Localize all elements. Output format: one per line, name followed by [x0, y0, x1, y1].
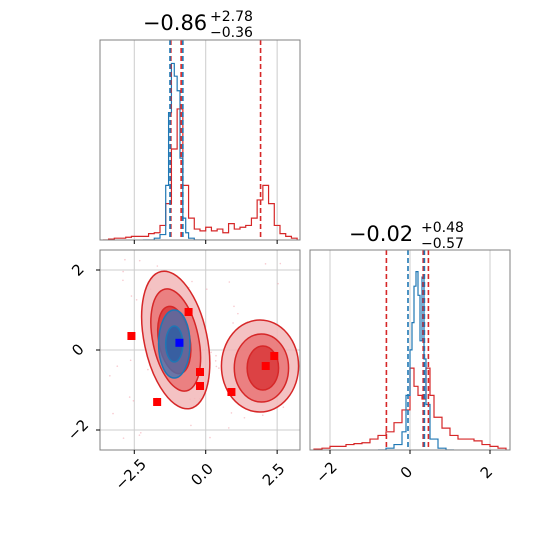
joint-plot-area — [100, 250, 300, 450]
joint-sample-dot — [191, 280, 193, 283]
param2-xtick-label-2: 2 — [477, 463, 496, 482]
joint-sample-dot — [129, 359, 132, 362]
joint-sample-dot — [282, 406, 285, 408]
joint-sample-dot — [209, 436, 211, 439]
joint-sample-dot — [264, 263, 267, 265]
joint-sample-dot — [116, 365, 119, 367]
joint-sample-dot — [128, 396, 131, 398]
param1-red-histogram — [102, 108, 298, 240]
joint-sample-dot — [130, 295, 133, 297]
param1-frame — [99, 39, 301, 241]
param2-title: −0.02 — [349, 222, 413, 246]
joint-xtick-label-2: 2.5 — [259, 460, 289, 490]
joint-red-marker-4 — [196, 382, 204, 390]
param2-histogram-panel: −2 0 2 — [309, 249, 511, 487]
param2-red-histogram — [313, 367, 507, 450]
param1-blue-histogram — [142, 62, 206, 240]
joint-sample-dot — [190, 424, 192, 427]
joint-sample-dot — [139, 431, 142, 434]
joint-sample-dot — [230, 412, 233, 414]
joint-sample-dot — [243, 416, 246, 419]
param1-title: −0.86 — [143, 11, 207, 35]
joint-sample-dot — [124, 258, 126, 261]
joint-red-marker-0 — [127, 332, 136, 340]
joint-sample-dot — [138, 434, 141, 436]
joint-sample-dot — [135, 298, 138, 301]
joint-red-marker-7 — [270, 352, 279, 360]
joint-sample-dot — [122, 437, 125, 439]
param2-title-minus: −0.57 — [421, 236, 464, 252]
joint-sample-dot — [237, 312, 239, 315]
joint-sample-dot — [122, 279, 124, 282]
joint-density-panel: −2.5 0.0 2.5 −2 0 2 — [64, 249, 301, 494]
joint-red-marker-2 — [184, 308, 193, 316]
joint-sample-dot — [122, 270, 124, 273]
param1-histogram-panel — [99, 39, 301, 244]
joint-red-marker-5 — [227, 388, 236, 396]
joint-sample-dot — [109, 374, 111, 377]
joint-sample-dot — [233, 305, 235, 308]
joint-red-marker-3 — [196, 368, 204, 376]
joint-xtick-label-0: −2.5 — [112, 455, 150, 493]
joint-sample-dot — [112, 412, 114, 415]
joint-ytick-label-0: −2 — [64, 416, 92, 444]
joint-sample-dot — [138, 259, 141, 262]
joint-ytick-label-2: 2 — [68, 260, 87, 279]
param1-title-minus: −0.36 — [210, 25, 253, 41]
param2-xtick-label-0: −2 — [312, 458, 340, 486]
joint-sample-dot — [156, 265, 159, 267]
joint-sample-dot — [147, 368, 149, 371]
joint-sample-dot — [215, 354, 217, 357]
joint-sample-dot — [227, 427, 230, 429]
joint-xtick-label-1: 0.0 — [187, 460, 217, 490]
joint-red-marker-1 — [153, 398, 162, 406]
param2-title-plus: +0.48 — [421, 220, 464, 236]
joint-sample-dot — [210, 351, 212, 354]
param2-xtick-label-1: 0 — [397, 463, 416, 482]
joint-sample-dot — [279, 262, 282, 265]
joint-sample-dot — [277, 282, 279, 285]
param2-blue-histogram — [378, 271, 454, 450]
joint-sample-dot — [232, 322, 234, 324]
param1-title-plus: +2.78 — [210, 9, 253, 25]
joint-red-marker-6 — [261, 362, 270, 370]
joint-sample-dot — [218, 367, 220, 369]
param1-plot-area — [102, 40, 298, 240]
joint-sample-dot — [214, 360, 217, 362]
joint-blue-marker — [175, 338, 184, 347]
joint-ytick-label-1: 0 — [68, 340, 87, 359]
joint-sample-dot — [132, 400, 135, 402]
joint-sample-dot — [215, 365, 218, 368]
param2-plot-area — [313, 250, 507, 450]
joint-sample-dot — [205, 288, 208, 290]
joint-sample-dot — [261, 414, 264, 417]
joint-sample-dot — [228, 281, 231, 283]
